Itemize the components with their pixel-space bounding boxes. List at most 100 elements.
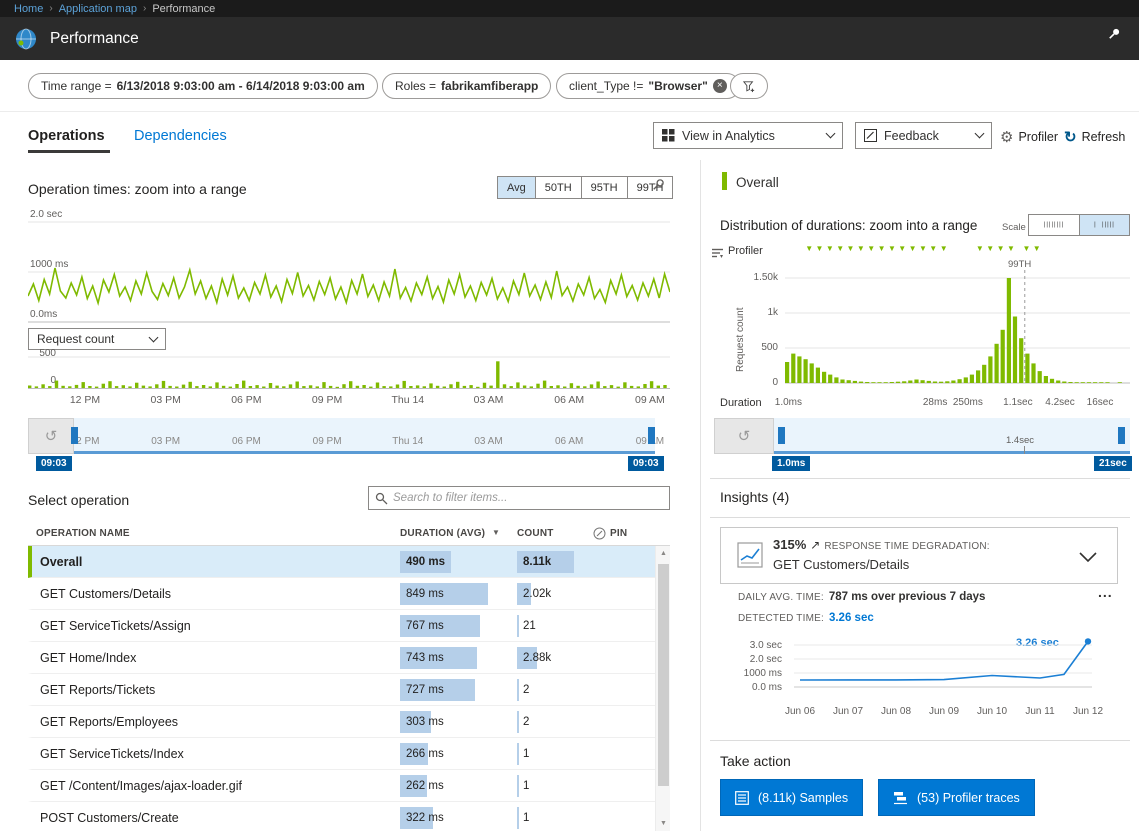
request-count-chart[interactable] xyxy=(28,356,670,390)
view-in-analytics-dropdown[interactable]: View in Analytics xyxy=(653,122,843,149)
feedback-dropdown[interactable]: Feedback xyxy=(855,122,992,149)
profiler-trace-marker-icon[interactable]: ▼ xyxy=(919,244,927,253)
agg-99th-button[interactable]: 99TH xyxy=(627,176,674,199)
profiler-button[interactable]: ⚙ Profiler xyxy=(1000,128,1058,146)
count-bar xyxy=(517,551,574,573)
time-axis-label: 09 PM xyxy=(311,394,343,406)
scale-toggle: |||||||| | ||||| xyxy=(1028,214,1130,236)
scroll-down-icon[interactable]: ▼ xyxy=(660,820,667,827)
breadcrumb-application-map[interactable]: Application map xyxy=(58,2,137,15)
agg-50th-button[interactable]: 50TH xyxy=(535,176,582,199)
scale-linear-button[interactable]: |||||||| xyxy=(1028,214,1080,236)
table-row[interactable]: GET Reports/Tickets 727 ms 2 xyxy=(28,674,670,706)
trend-y-tick-3: 0.0 ms xyxy=(751,682,782,693)
column-duration[interactable]: DURATION (AVG) xyxy=(400,528,486,539)
time-range-filter[interactable]: Time range = 6/13/2018 9:03:00 am - 6/14… xyxy=(28,73,378,99)
collapse-chevron-icon[interactable] xyxy=(1079,550,1097,568)
profiler-trace-marker-icon[interactable]: ▼ xyxy=(1007,244,1015,253)
profiler-trace-marker-icon[interactable]: ▼ xyxy=(996,244,1005,253)
table-row[interactable]: GET Home/Index 743 ms 2.88k xyxy=(28,642,670,674)
operation-duration: 767 ms xyxy=(406,620,444,632)
slider-axis-label: 03 PM xyxy=(151,436,181,447)
breadcrumb: Home › Application map › Performance xyxy=(0,0,1139,17)
profiler-trace-marker-icon[interactable]: ▼ xyxy=(825,244,834,253)
time-range-filter-value: 6/13/2018 9:03:00 am - 6/14/2018 9:03:00… xyxy=(116,79,365,93)
profiler-trace-marker-icon[interactable]: ▼ xyxy=(939,244,948,253)
remove-filter-icon[interactable]: × xyxy=(712,79,727,93)
table-scrollbar[interactable]: ▲ ▼ xyxy=(655,546,670,831)
client-type-filter[interactable]: client_Type != "Browser" × xyxy=(556,73,740,99)
profiler-trace-marker-icon[interactable]: ▼ xyxy=(986,244,995,253)
scrollbar-thumb[interactable] xyxy=(658,564,669,786)
time-axis-label: 12 PM xyxy=(69,394,101,406)
operation-count: 1 xyxy=(523,748,530,760)
agg-avg-button[interactable]: Avg xyxy=(497,176,536,199)
profiler-trace-marker-icon[interactable]: ▼ xyxy=(898,244,907,253)
profiler-trace-marker-icon[interactable]: ▼ xyxy=(867,244,876,253)
duration-bar xyxy=(400,583,488,605)
count-bar xyxy=(517,775,519,797)
panel-divider xyxy=(700,160,701,831)
profiler-trace-marker-icon[interactable]: ▼ xyxy=(856,244,865,253)
reset-zoom-button[interactable]: ↺ xyxy=(28,418,74,454)
count-bar xyxy=(517,807,519,829)
breadcrumb-home[interactable]: Home xyxy=(14,2,44,15)
table-row[interactable]: POST Customers/Create 322 ms 1 xyxy=(28,802,670,831)
dist-y-tick-0: 1.50k xyxy=(753,272,778,283)
scroll-up-icon[interactable]: ▲ xyxy=(660,550,667,557)
table-row[interactable]: GET ServiceTickets/Index 266 ms 1 xyxy=(28,738,670,770)
range-start-badge: 09:03 xyxy=(36,456,72,471)
duration-axis-tick: 1.1sec xyxy=(1003,397,1033,408)
roles-filter[interactable]: Roles = fabrikamfiberapp xyxy=(382,73,552,99)
add-filter-button[interactable] xyxy=(730,73,768,99)
profiler-trace-marker-icon[interactable]: ▼ xyxy=(1032,244,1041,253)
sort-chevron-icon[interactable]: ▼ xyxy=(492,528,501,537)
profiler-trace-marker-icon[interactable]: ▼ xyxy=(805,244,814,253)
table-row[interactable]: GET Reports/Employees 303 ms 2 xyxy=(28,706,670,738)
table-row[interactable]: GET /Content/Images/ajax-loader.gif 262 m… xyxy=(28,770,670,802)
profiler-trace-marker-icon[interactable]: ▼ xyxy=(846,244,855,253)
insight-chart-icon xyxy=(737,542,763,573)
slider-left-handle[interactable] xyxy=(71,427,78,444)
table-row[interactable]: Overall 490 ms 8.11k xyxy=(28,546,670,578)
more-options-icon[interactable]: ... xyxy=(1098,584,1113,600)
pin-blade-icon[interactable] xyxy=(1106,26,1122,47)
profiler-trace-marker-icon[interactable]: ▼ xyxy=(908,244,917,253)
column-count[interactable]: COUNT xyxy=(517,528,554,539)
insight-card-header[interactable]: 315% ↗ RESPONSE TIME DEGRADATION: GET Cu… xyxy=(720,527,1118,584)
tab-operations[interactable]: Operations xyxy=(28,128,105,144)
profiler-trace-marker-icon[interactable]: ▼ xyxy=(815,244,824,253)
scale-log-button[interactable]: | ||||| xyxy=(1080,214,1130,236)
pin-chart-icon[interactable] xyxy=(650,177,666,198)
metric-dropdown[interactable]: Request count xyxy=(28,328,166,350)
profiler-trace-marker-icon[interactable]: ▼ xyxy=(877,244,886,253)
gear-icon: ⚙ xyxy=(1000,129,1014,146)
profiler-trace-marker-icon[interactable]: ▼ xyxy=(975,244,984,253)
profiler-trace-marker-icon[interactable]: ▼ xyxy=(888,244,896,253)
table-row[interactable]: GET ServiceTickets/Assign 767 ms 21 xyxy=(28,610,670,642)
slider-right-handle[interactable] xyxy=(648,427,655,444)
operation-times-chart[interactable] xyxy=(28,210,670,326)
operation-name: GET Home/Index xyxy=(40,651,137,665)
operations-table-body: Overall 490 ms 8.11k GET Customers/Details 8… xyxy=(28,546,670,831)
duration-distribution-chart[interactable] xyxy=(785,268,1130,390)
profiler-trace-marker-icon[interactable]: ▼ xyxy=(1022,244,1031,253)
profiler-trace-marker-icon[interactable]: ▼ xyxy=(929,244,938,253)
profiler-traces-button[interactable]: (53) Profiler traces xyxy=(878,779,1035,816)
column-operation-name[interactable]: OPERATION NAME xyxy=(36,528,130,539)
duration-bar xyxy=(400,775,428,797)
agg-95th-button[interactable]: 95TH xyxy=(581,176,628,199)
duration-range-slider[interactable] xyxy=(774,418,1130,454)
slider-axis-label: 09 PM xyxy=(312,436,342,447)
samples-button[interactable]: (8.11k) Samples xyxy=(720,779,864,816)
duration-slider-right-handle[interactable] xyxy=(1118,427,1125,444)
table-row[interactable]: GET Customers/Details 849 ms 2.02k xyxy=(28,578,670,610)
refresh-button[interactable]: ↻ Refresh xyxy=(1064,128,1125,146)
tab-dependencies[interactable]: Dependencies xyxy=(134,128,227,144)
reset-duration-zoom-button[interactable]: ↺ xyxy=(714,418,774,454)
time-range-slider[interactable]: 12 PM 03 PM 06 PM 09 PM Thu 14 03 AM 06 AM 09 A… xyxy=(71,418,664,454)
search-input[interactable] xyxy=(393,492,663,504)
duration-slider-left-handle[interactable] xyxy=(778,427,785,444)
refresh-button-label: Refresh xyxy=(1081,130,1126,144)
profiler-trace-marker-icon[interactable]: ▼ xyxy=(836,244,845,253)
